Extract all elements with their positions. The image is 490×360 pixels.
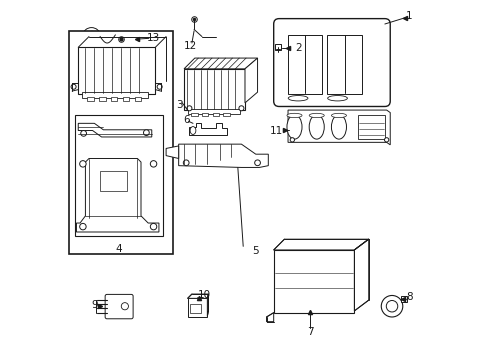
Circle shape	[122, 303, 128, 310]
Text: 10: 10	[198, 291, 211, 301]
Polygon shape	[207, 294, 208, 316]
Circle shape	[150, 161, 157, 167]
Polygon shape	[78, 123, 152, 137]
Text: 1: 1	[406, 11, 413, 21]
Circle shape	[80, 161, 86, 167]
Ellipse shape	[331, 115, 346, 139]
Text: 9: 9	[92, 300, 98, 310]
FancyBboxPatch shape	[274, 19, 390, 107]
Circle shape	[255, 160, 260, 166]
Polygon shape	[76, 158, 159, 232]
Bar	[191, 304, 200, 313]
Circle shape	[157, 84, 162, 89]
Ellipse shape	[287, 113, 302, 118]
Circle shape	[290, 138, 294, 142]
FancyBboxPatch shape	[105, 294, 133, 319]
Bar	[111, 97, 117, 101]
Text: 5: 5	[252, 246, 259, 256]
Bar	[202, 113, 208, 116]
Circle shape	[239, 106, 244, 111]
Bar	[358, 116, 385, 139]
Bar	[122, 97, 129, 101]
Text: 11: 11	[270, 126, 283, 135]
Bar	[191, 113, 197, 116]
Ellipse shape	[88, 31, 96, 38]
Ellipse shape	[288, 95, 308, 101]
Bar	[69, 31, 173, 253]
Text: 3: 3	[176, 100, 183, 111]
Ellipse shape	[287, 115, 302, 139]
Ellipse shape	[309, 113, 324, 118]
Ellipse shape	[83, 28, 100, 42]
Bar	[82, 92, 148, 98]
Polygon shape	[288, 110, 390, 145]
Polygon shape	[179, 144, 269, 167]
Text: 4: 4	[116, 244, 122, 254]
Polygon shape	[245, 58, 258, 103]
Bar	[184, 69, 245, 110]
Circle shape	[150, 224, 157, 230]
Text: 12: 12	[184, 41, 197, 50]
Circle shape	[144, 130, 149, 135]
Bar	[74, 116, 163, 235]
Circle shape	[187, 106, 192, 111]
Bar	[327, 35, 362, 94]
Polygon shape	[188, 294, 208, 298]
Bar	[135, 97, 141, 101]
Circle shape	[71, 84, 76, 89]
Polygon shape	[166, 146, 179, 158]
Text: 6: 6	[184, 115, 190, 125]
Polygon shape	[354, 239, 368, 311]
Bar	[288, 35, 322, 94]
Circle shape	[386, 301, 398, 312]
Polygon shape	[190, 123, 227, 135]
Ellipse shape	[328, 95, 347, 101]
Bar	[87, 97, 94, 101]
Bar	[78, 47, 155, 94]
Bar	[223, 113, 230, 116]
Circle shape	[80, 224, 86, 230]
Text: 8: 8	[406, 292, 413, 302]
Text: 2: 2	[295, 43, 302, 53]
Circle shape	[381, 296, 403, 317]
Circle shape	[385, 138, 389, 142]
Circle shape	[183, 160, 189, 166]
Bar	[274, 250, 354, 313]
Bar	[100, 171, 126, 191]
Ellipse shape	[190, 127, 196, 134]
Bar	[99, 97, 105, 101]
Text: 7: 7	[307, 327, 314, 337]
Bar	[188, 109, 240, 114]
Text: 13: 13	[147, 33, 160, 43]
Ellipse shape	[309, 115, 324, 139]
Circle shape	[81, 131, 87, 136]
Bar	[213, 113, 219, 116]
Ellipse shape	[331, 113, 346, 118]
Polygon shape	[267, 313, 274, 321]
Polygon shape	[274, 239, 368, 250]
Polygon shape	[184, 58, 258, 69]
Bar	[188, 298, 207, 317]
